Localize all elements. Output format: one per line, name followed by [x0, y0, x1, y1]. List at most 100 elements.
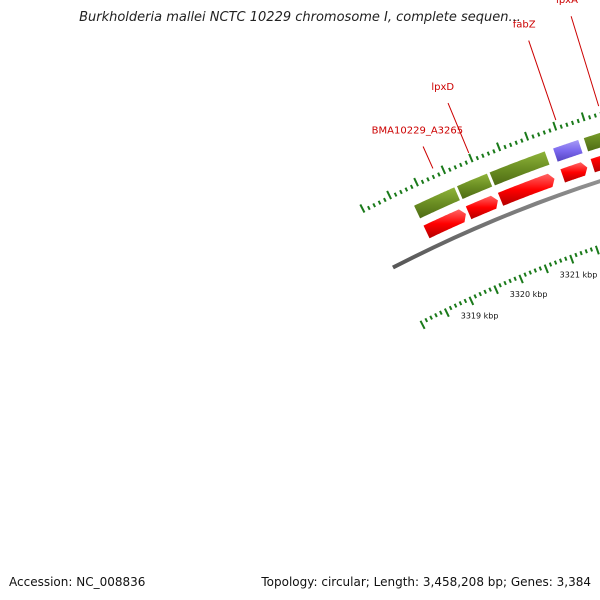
- gene-label-leader: [528, 40, 557, 121]
- feature-inner-11[interactable]: [497, 173, 555, 206]
- outer-tick: [570, 120, 575, 126]
- outer-tick: [496, 142, 502, 152]
- inner-tick: [553, 260, 558, 265]
- outer-tick: [404, 187, 409, 192]
- scale-label: 3319 kbp: [461, 312, 499, 321]
- scale-label: 3321 kbp: [560, 271, 598, 280]
- outer-tick: [593, 113, 597, 118]
- inner-tick: [478, 291, 482, 297]
- outer-tick: [393, 192, 398, 197]
- inner-tick: [543, 264, 549, 274]
- outer-tick: [486, 151, 491, 156]
- tick-marks: [359, 112, 600, 330]
- inner-tick: [493, 285, 499, 295]
- outer-tick: [509, 142, 513, 148]
- inner-tick: [429, 315, 433, 320]
- outer-tick: [542, 130, 546, 135]
- inner-tick: [424, 317, 429, 323]
- outer-tick: [409, 184, 414, 190]
- outer-tick: [431, 174, 436, 180]
- outer-tick: [399, 189, 403, 195]
- inner-tick: [488, 287, 492, 292]
- accession-text: Accession: NC_008836: [9, 575, 146, 589]
- inner-tick: [589, 247, 593, 252]
- gene-label-leader: [422, 146, 434, 169]
- outer-tick: [524, 131, 530, 141]
- gene-label[interactable]: lpxD: [431, 82, 454, 93]
- outer-tick: [413, 177, 419, 187]
- inner-tick: [523, 272, 527, 277]
- inner-tick: [434, 312, 438, 318]
- feature-outer-0[interactable]: [414, 187, 460, 219]
- outer-tick: [426, 177, 430, 182]
- inner-tick: [574, 252, 578, 258]
- outer-tick: [552, 121, 558, 131]
- inner-tick: [538, 266, 543, 271]
- inner-tick: [518, 274, 524, 284]
- outer-tick: [359, 204, 366, 213]
- feature-outer-1[interactable]: [457, 173, 493, 199]
- outer-tick: [503, 144, 507, 150]
- inner-tick: [473, 294, 477, 299]
- gene-label[interactable]: lpxA: [556, 0, 578, 6]
- outer-tick: [475, 155, 480, 161]
- outer-tick: [548, 128, 552, 133]
- inner-tick: [584, 249, 588, 254]
- outer-tick: [514, 140, 518, 145]
- feature-outer-3[interactable]: [553, 139, 583, 162]
- inner-tick: [443, 308, 450, 318]
- feature-inner-10[interactable]: [465, 195, 498, 220]
- inner-tick: [533, 268, 537, 273]
- outer-tick: [386, 190, 392, 200]
- inner-tick: [564, 256, 568, 261]
- gene-label[interactable]: BMA10229_A3265: [372, 126, 463, 137]
- gene-label[interactable]: fabZ: [513, 19, 536, 30]
- outer-tick: [520, 138, 524, 143]
- inner-tick: [513, 276, 517, 282]
- outer-tick: [383, 197, 387, 203]
- outer-tick: [440, 165, 447, 175]
- outer-tick: [492, 149, 496, 154]
- feature-inner-12[interactable]: [560, 162, 588, 183]
- inner-tick: [458, 301, 463, 306]
- outer-tick: [531, 134, 535, 139]
- inner-tick: [579, 250, 583, 256]
- backbone-track: [392, 179, 600, 270]
- outer-tick: [437, 172, 441, 177]
- outer-tick: [565, 122, 569, 127]
- inner-tick: [528, 270, 532, 275]
- outer-tick: [372, 203, 376, 208]
- feature-inner-13[interactable]: [590, 147, 600, 173]
- inner-tick: [448, 305, 453, 311]
- outer-tick: [468, 153, 474, 163]
- outer-tick: [459, 162, 463, 168]
- gene-label-leader: [570, 16, 600, 107]
- feature-inner-9[interactable]: [423, 209, 466, 239]
- outer-tick: [576, 118, 580, 124]
- feature-outer-2[interactable]: [489, 151, 550, 186]
- outer-tick: [420, 179, 425, 185]
- feature-outer-4[interactable]: [583, 124, 600, 152]
- inner-tick: [548, 262, 553, 267]
- inner-tick: [559, 258, 563, 263]
- outer-tick: [377, 200, 382, 205]
- map-title: Burkholderia mallei NCTC 10229 chromosom…: [79, 10, 521, 25]
- genome-summary: Topology: circular; Length: 3,458,208 bp…: [261, 575, 591, 589]
- inner-tick: [483, 289, 487, 295]
- scale-label: 3320 kbp: [510, 290, 548, 299]
- inner-tick: [468, 296, 475, 306]
- outer-tick: [580, 112, 586, 122]
- backbone-line: [392, 179, 600, 270]
- inner-tick: [594, 245, 600, 255]
- outer-tick: [559, 124, 563, 129]
- outer-tick: [453, 165, 458, 170]
- outer-tick: [588, 115, 592, 120]
- inner-tick: [453, 303, 458, 308]
- outer-tick: [367, 205, 371, 211]
- gene-labels: BMA10229_A3265lpxDfabZlpxAlpxBrnhBBMA102…: [372, 0, 600, 169]
- gene-label-leader: [447, 102, 470, 154]
- outer-tick: [464, 160, 469, 165]
- inner-tick: [508, 278, 512, 284]
